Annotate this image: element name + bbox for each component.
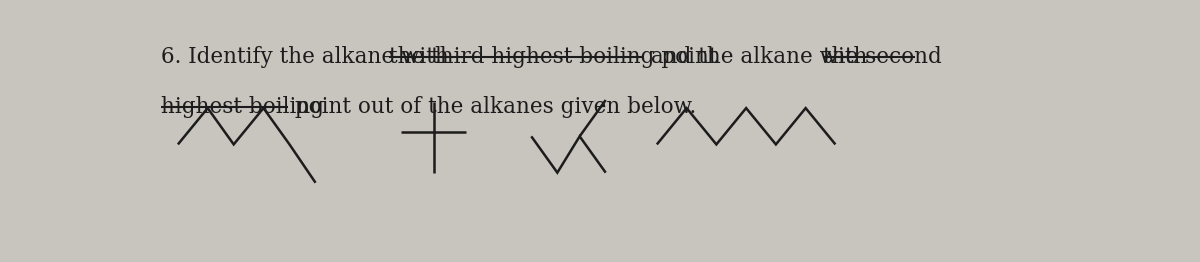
Text: the second: the second <box>822 46 941 68</box>
Text: highest boiling: highest boiling <box>161 96 324 118</box>
Text: and the alkane with: and the alkane with <box>644 46 875 68</box>
Text: 6. Identify the alkane with: 6. Identify the alkane with <box>161 46 456 68</box>
Text: the third highest boiling point: the third highest boiling point <box>390 46 718 68</box>
Text: point out of the alkanes given below.: point out of the alkanes given below. <box>288 96 696 118</box>
